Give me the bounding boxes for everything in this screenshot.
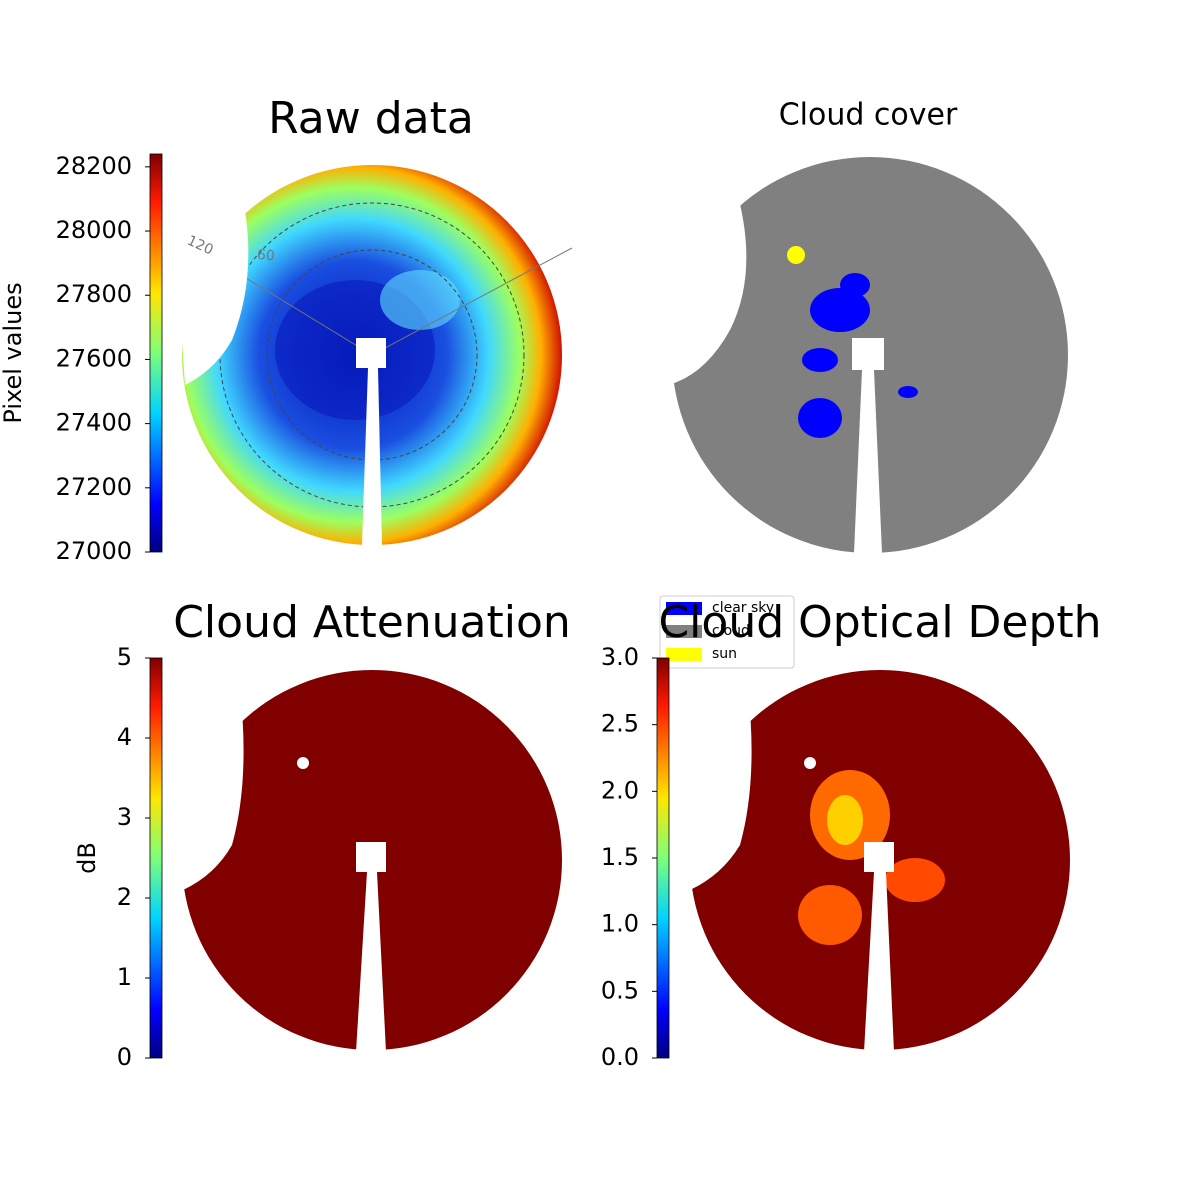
colorbar-tick-label: 1.5: [601, 843, 639, 871]
legend-label: sun: [712, 646, 737, 662]
colorbar-tick-label: 3: [117, 803, 132, 831]
colorbar-tick-label: 0.0: [601, 1043, 639, 1071]
colorbar-tick-label: 27200: [56, 473, 132, 501]
colorbar-tick-label: 27600: [56, 344, 132, 372]
colorbar-tick-label: 28000: [56, 216, 132, 244]
raw-image: [170, 160, 573, 545]
legend-swatch: [666, 625, 702, 638]
colorbar-tick-label: 27000: [56, 537, 132, 565]
panel-title: Cloud Optical Depth: [658, 597, 1101, 648]
colorbar-tick-label: 27400: [56, 409, 132, 437]
colorbar-tick-label: 4: [117, 723, 132, 751]
colorbar-tick-label: 1.0: [601, 910, 639, 938]
polar-label: 60: [256, 247, 275, 264]
panel-title: Cloud Attenuation: [173, 597, 571, 648]
legend-label: cloud: [712, 623, 750, 639]
colorbar-tick-label: 3.0: [601, 643, 639, 671]
colorbar-tick-label: 2.5: [601, 710, 639, 738]
panel-title: Raw data: [268, 93, 474, 144]
colorbar-label: dB: [73, 842, 101, 874]
panel-title: Cloud cover: [779, 98, 958, 133]
colorbar-tick-label: 0.5: [601, 976, 639, 1004]
colorbar-tick-label: 2: [117, 883, 132, 911]
colorbar: [149, 657, 163, 1059]
legend-swatch: [666, 602, 702, 615]
colorbar: [656, 657, 670, 1059]
colorbar-tick-label: 28200: [56, 152, 132, 180]
colorbar-tick-label: 1: [117, 963, 132, 991]
colorbar-tick-label: 27800: [56, 280, 132, 308]
cloud-cover-image: [660, 157, 1068, 553]
colorbar-tick-label: 5: [117, 643, 132, 671]
colorbar: [149, 153, 163, 553]
optical-depth-image: [678, 665, 1070, 1052]
colorbar-label: Pixel values: [0, 282, 27, 423]
legend-label: clear sky: [712, 600, 774, 616]
legend-swatch: [666, 648, 702, 661]
attenuation-image: [170, 665, 562, 1052]
colorbar-tick-label: 0: [117, 1043, 132, 1071]
colorbar-tick-label: 2.0: [601, 776, 639, 804]
